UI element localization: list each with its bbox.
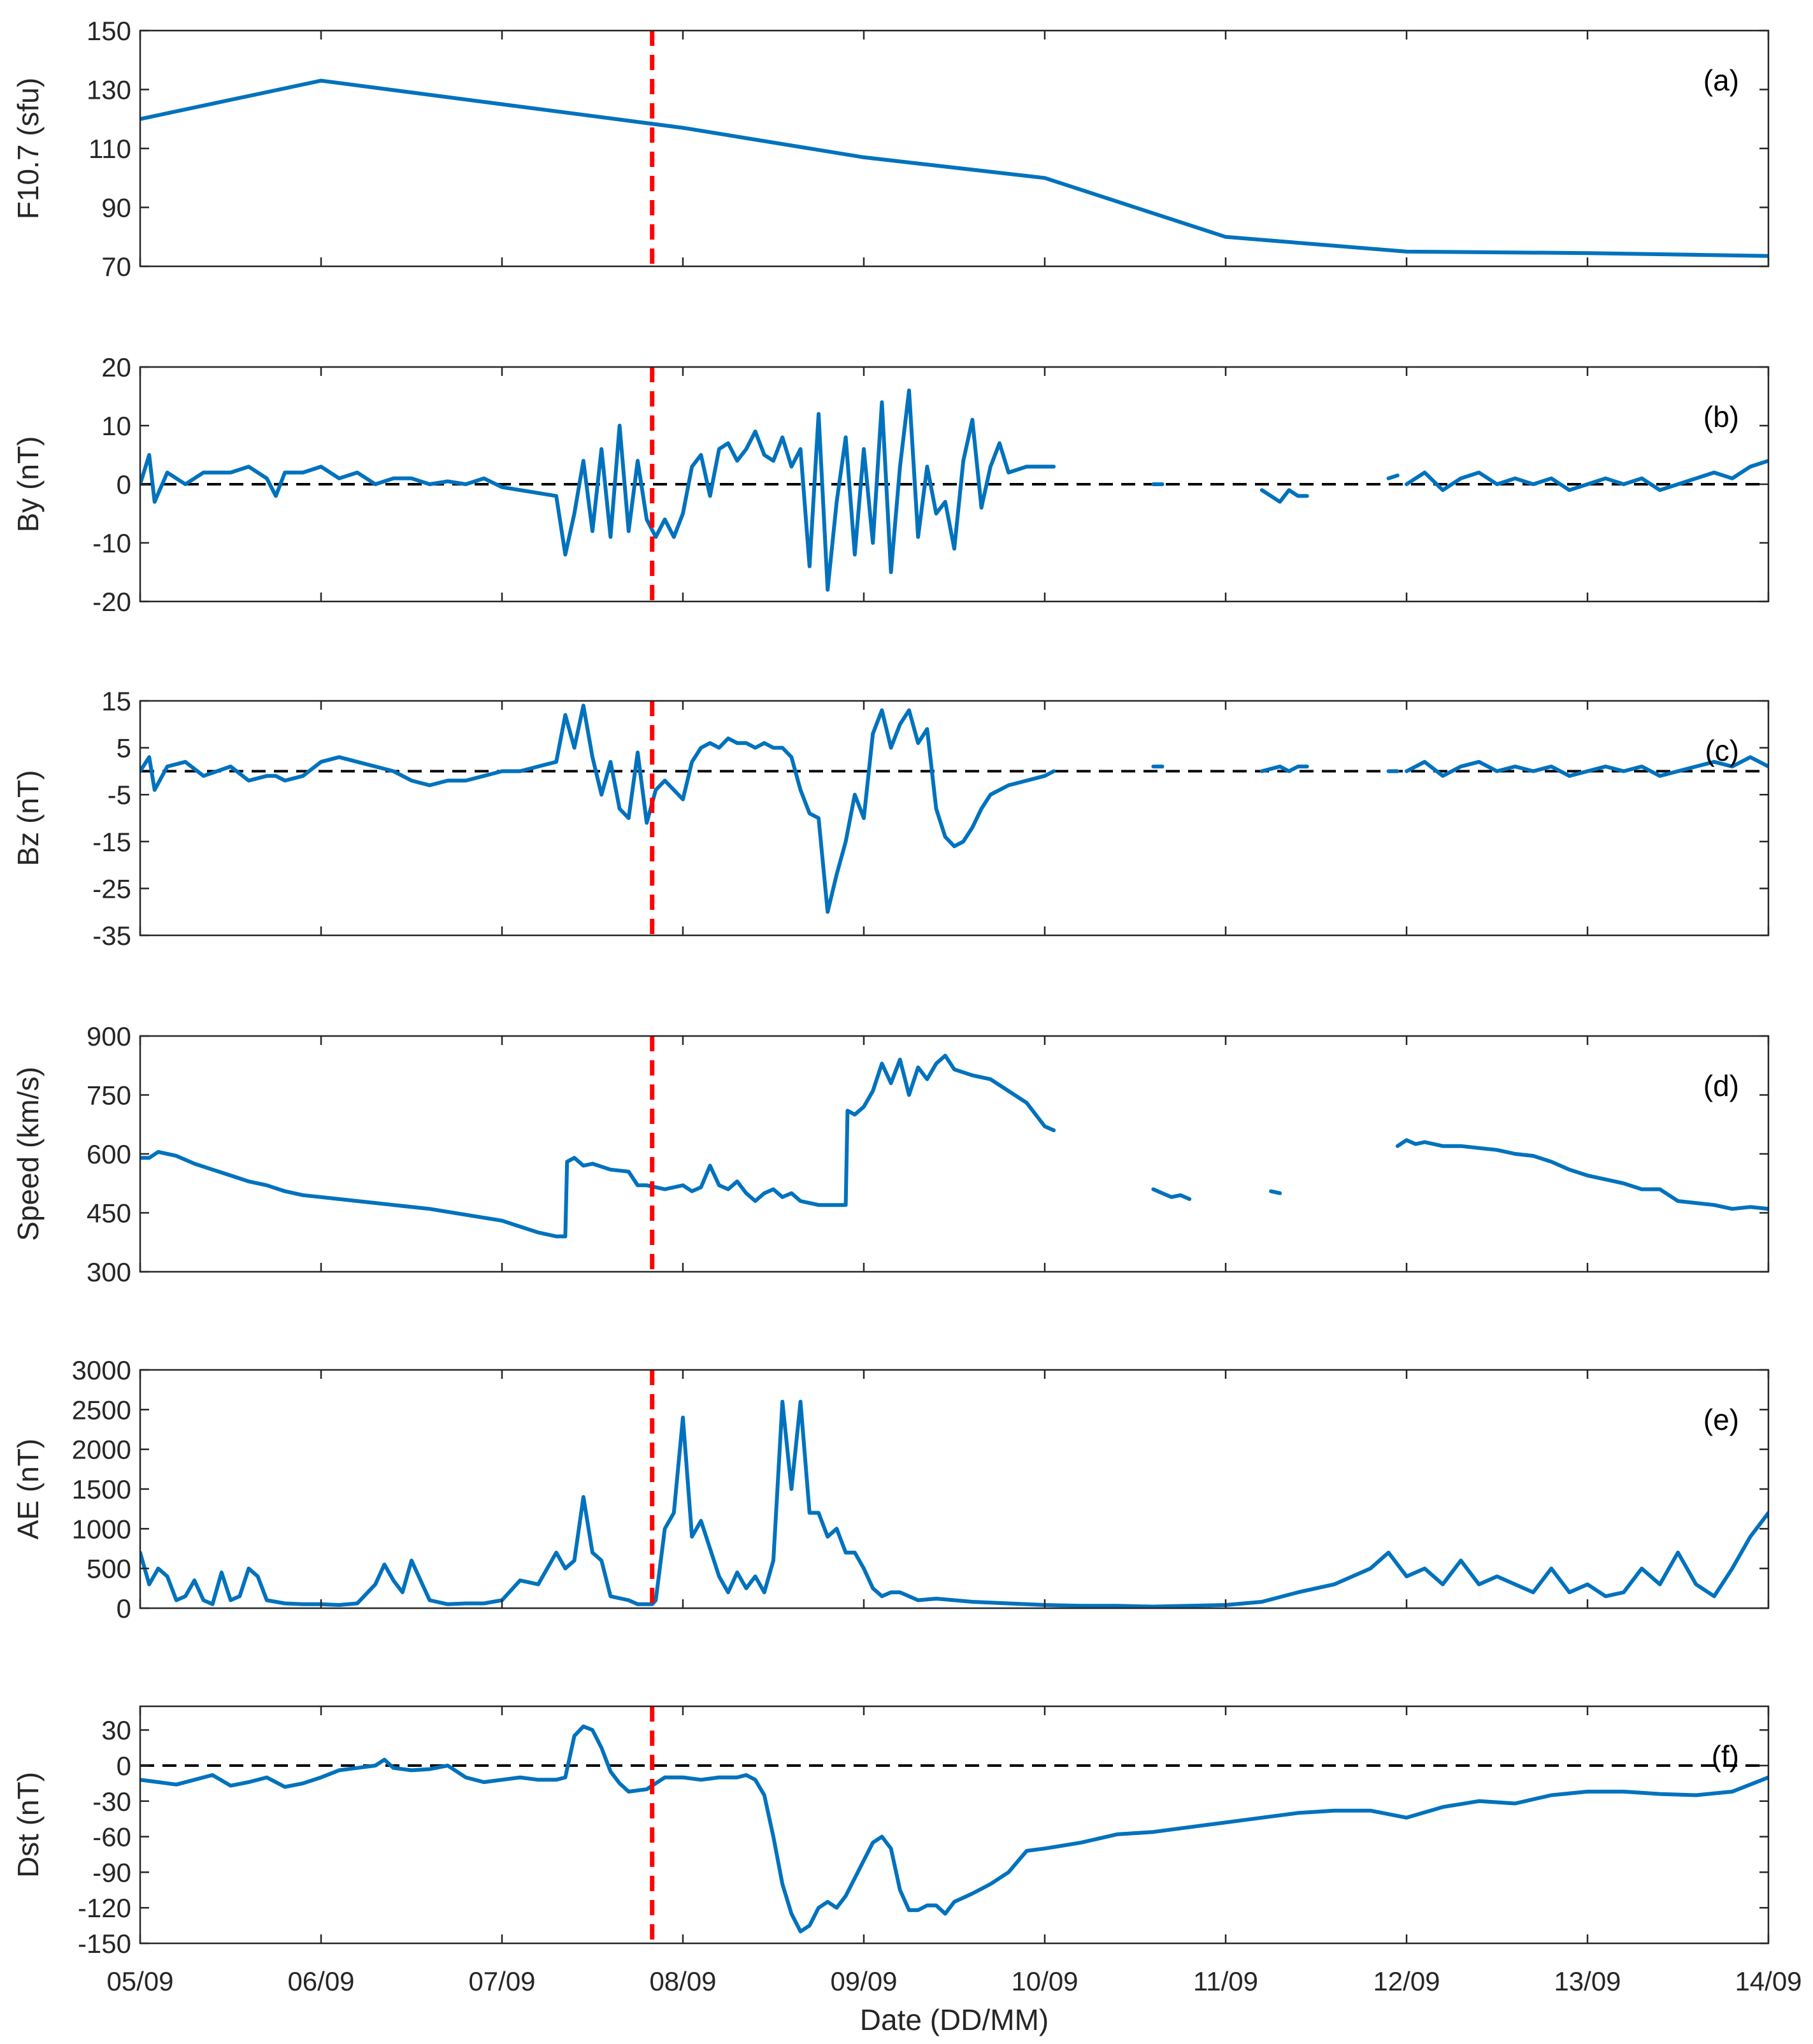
y-tick-label: 1000: [72, 1514, 131, 1544]
y-tick-label: 150: [87, 16, 131, 46]
y-tick-label: 0: [117, 470, 131, 500]
x-tick-label: 08/09: [649, 1966, 716, 1996]
series-line-by: [140, 388, 1056, 592]
y-tick-label: 2500: [72, 1395, 131, 1425]
series-line-bz: [1405, 755, 1768, 778]
series-line-ae: [140, 1399, 1768, 1608]
y-tick-label: 90: [101, 193, 131, 223]
x-tick-label: 09/09: [830, 1966, 897, 1996]
y-tick-label: 15: [101, 686, 131, 716]
y-tick-label: -20: [92, 587, 131, 617]
y-tick-label: -90: [92, 1857, 131, 1887]
y-tick-label: -150: [78, 1929, 131, 1959]
panel-e: 0 500 1000 1500 2000 2500 3000 AE (nT) (e): [11, 1355, 1770, 1623]
y-tick-label: -35: [92, 921, 131, 951]
series-line-speed: [140, 1053, 1056, 1239]
x-tick-label: 10/09: [1011, 1966, 1078, 1996]
y-tick-label: 10: [101, 411, 131, 441]
y-tick-label: -25: [92, 874, 131, 903]
y-tick-label: -5: [108, 780, 131, 810]
y-tick-label: 300: [87, 1257, 131, 1287]
x-tick-label: 13/09: [1554, 1966, 1621, 1996]
y-tick-label: 20: [101, 352, 131, 382]
y-tick-label: 2000: [72, 1435, 131, 1465]
panel-tag: (b): [1703, 400, 1739, 433]
y-tick-label: 5: [117, 733, 131, 763]
x-axis-tick-labels: 05/09 06/09 07/09 08/09 09/09 10/09 11/0…: [106, 1966, 1802, 1996]
panel-tag: (e): [1703, 1403, 1739, 1436]
panel-tag: (f): [1712, 1739, 1739, 1773]
panel-c: -35 -25 -15 -5 5 15 Bz (nT) (c): [11, 686, 1770, 951]
y-tick-label: 130: [87, 75, 131, 105]
series-line-by: [1405, 459, 1768, 493]
y-tick-label: -10: [92, 528, 131, 558]
y-tick-label: 1500: [72, 1474, 131, 1504]
y-axis-label: By (nT): [11, 436, 45, 533]
y-tick-label: -15: [92, 827, 131, 857]
y-axis-label: F10.7 (sfu): [11, 78, 45, 219]
panel-f: -150 -120 -90 -60 -30 0 30 Dst (nT) (f): [11, 1705, 1770, 1959]
y-tick-label: 750: [87, 1081, 131, 1111]
series-line-speed: [1395, 1138, 1768, 1211]
series-line-f10-7: [140, 78, 1768, 258]
x-tick-label: 11/09: [1193, 1966, 1258, 1996]
y-axis-label: Bz (nT): [11, 770, 45, 867]
y-tick-label: 30: [101, 1715, 131, 1745]
panel-b: -20 -10 0 10 20 By (nT) (b): [11, 352, 1770, 617]
series-line-bz: [1259, 765, 1309, 774]
x-tick-label: 05/09: [106, 1966, 173, 1996]
y-tick-label: -30: [92, 1787, 131, 1817]
plot-frame: [139, 1705, 1770, 1945]
x-tick-label: 12/09: [1373, 1966, 1440, 1996]
panel-a: 70 90 110 130 150 F10.7 (sfu) (a): [11, 16, 1770, 282]
y-tick-label: 0: [117, 1751, 131, 1781]
series-line-by: [1386, 473, 1400, 480]
y-tick-label: -60: [92, 1822, 131, 1852]
series-line-dst: [140, 1724, 1768, 1934]
series-line-speed: [1151, 1187, 1192, 1201]
y-axis-label: Speed (km/s): [11, 1067, 45, 1241]
y-tick-label: 110: [89, 134, 131, 164]
panel-tag: (a): [1703, 64, 1739, 97]
x-tick-label: 07/09: [468, 1966, 535, 1996]
y-tick-label: 70: [101, 252, 131, 282]
y-tick-label: 3000: [72, 1355, 131, 1385]
panel-tag: (d): [1703, 1069, 1739, 1102]
y-tick-label: -120: [78, 1893, 131, 1923]
x-tick-label: 14/09: [1735, 1966, 1802, 1996]
panel-tag: (c): [1705, 734, 1739, 767]
plot-frame: [139, 700, 1770, 937]
y-tick-label: 500: [87, 1554, 131, 1584]
y-tick-label: 600: [87, 1139, 131, 1169]
x-axis-label: Date (DD/MM): [860, 2003, 1049, 2036]
series-line-speed: [1269, 1189, 1282, 1195]
panel-d: 300 450 600 750 900 Speed (km/s) (d): [11, 1021, 1770, 1287]
x-tick-label: 06/09: [287, 1966, 354, 1996]
series-line-bz: [140, 703, 1056, 914]
y-tick-label: 900: [87, 1021, 131, 1051]
y-axis-label: AE (nT): [11, 1439, 45, 1539]
y-tick-label: 450: [87, 1198, 131, 1228]
y-tick-label: 0: [117, 1594, 131, 1623]
series-line-by: [1259, 488, 1309, 504]
y-axis-label: Dst (nT): [11, 1772, 45, 1878]
